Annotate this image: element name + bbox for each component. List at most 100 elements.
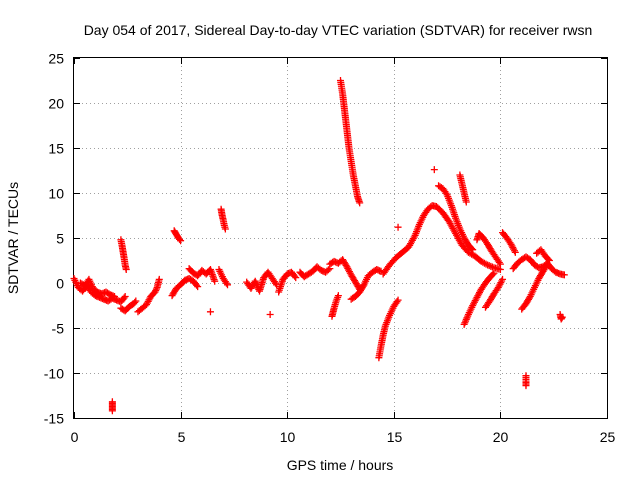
series-arc-29 [473,230,504,268]
series-arc-26 [456,171,470,206]
data-point [131,298,139,306]
data-point [334,292,342,300]
series-arc-32 [518,261,551,313]
data-point [224,281,232,289]
data-point [221,225,229,233]
series-arc-01 [70,275,129,306]
data-point [120,294,128,302]
y-tick-label: 5 [56,231,64,247]
data-point [522,382,530,390]
y-tick-label: 15 [48,141,64,157]
x-tick-label: 15 [387,429,403,445]
data-point [393,298,401,306]
series-arc-13 [243,268,281,295]
data-point [460,320,468,328]
series-arc-28 [481,275,507,311]
data-point [510,247,518,255]
x-tick-label: 25 [600,429,616,445]
data-point [543,261,551,269]
y-tick-label: 20 [48,96,64,112]
data-point [394,296,402,304]
x-tick-label: 0 [71,429,79,445]
y-tick-label: 0 [56,276,64,292]
data-point [271,279,279,287]
data-point [545,257,553,264]
series-arc-25 [435,182,477,254]
data-point [152,287,160,294]
series-arc-22 [379,202,504,278]
data-point [488,263,496,271]
series-arc-31 [509,253,568,279]
data-point [560,271,568,279]
data-point [499,275,507,283]
y-tick-label: -5 [52,321,65,337]
data-point [498,277,506,285]
data-point [193,281,201,289]
series-arc-16 [296,263,334,281]
data-point [206,308,214,316]
data-point [155,275,163,283]
y-tick-label: -15 [44,411,64,427]
y-tick-label: 10 [48,186,64,202]
series-arc-10 [206,308,214,316]
series-arc-03 [108,398,116,415]
data-point [558,313,566,321]
chart-title: Day 054 of 2017, Sidereal Day-to-day VTE… [84,22,593,38]
data-point [462,317,470,325]
x-tick-label: 5 [178,429,186,445]
series-arc-02 [76,275,119,300]
axis-ticks: 0 5 10 15 20 25 -15 -10 -5 0 5 10 15 20 25 [44,51,616,446]
series-arc-19 [337,77,364,207]
data-point [176,235,184,243]
series-arc-07 [170,227,185,245]
series-arc-15 [275,268,300,296]
data-point [292,274,300,282]
data-point [410,233,418,241]
series-arc-12 [217,205,229,233]
data-point [544,255,552,263]
y-tick-label: 25 [48,51,64,67]
data-point [151,288,159,296]
data-point [222,279,230,287]
series-arc-14 [266,311,274,318]
series-arc-21 [375,296,402,362]
data-point [461,319,469,327]
data-point [111,293,119,300]
series-arc-18 [328,292,342,320]
series-arc-08 [168,275,202,300]
series-arc-11 [215,266,232,289]
data-point [291,272,299,280]
series-arc-34 [533,246,553,264]
series-arc-30 [499,229,519,256]
data-point [194,283,202,291]
series-arc-09 [185,265,219,285]
data-point [394,223,402,231]
grid-lines [74,58,607,418]
data-point [324,266,332,274]
data-point [511,248,519,256]
series-arc-35 [556,311,566,323]
y-tick-label: -10 [44,366,64,382]
data-point [462,198,470,206]
data-point [152,285,160,293]
data-point [252,279,260,287]
data-point [121,293,129,300]
data-point [430,166,438,174]
data-point [462,315,470,323]
series-arc-06 [134,275,163,316]
y-axis-label: SDTVAR / TECUs [5,182,21,294]
data-point [463,314,471,322]
data-point [487,262,495,270]
data-point [490,269,498,277]
data-point [251,277,259,285]
data-point [177,237,185,245]
data-point [211,277,219,285]
data-point [464,312,472,320]
data-point [122,266,130,273]
data-point [496,260,504,268]
x-tick-label: 10 [280,429,296,445]
data-point [468,245,476,253]
series-arc-27 [460,269,498,328]
data-point [108,407,116,415]
